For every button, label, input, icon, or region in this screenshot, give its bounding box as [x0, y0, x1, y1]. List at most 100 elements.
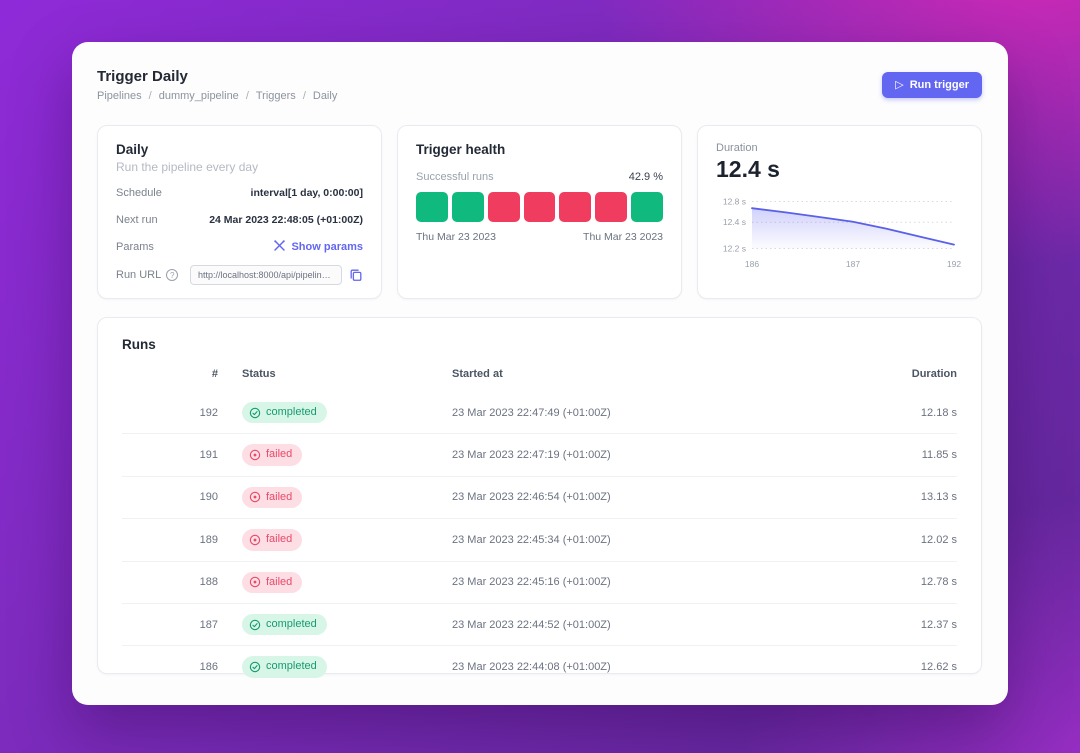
run-status-cell: failed	[222, 561, 452, 604]
duration-card: Duration 12.4 s 12.8 s 12.4 s 12.2 s 186 187…	[697, 125, 982, 299]
table-row-run-186[interactable]: 186 completed 23 Mar 2023 22:44:08 (+01:00…	[122, 646, 957, 688]
y-tick-label: 12.2 s	[723, 244, 746, 254]
main-panel: Trigger Daily Pipelines / dummy_pipeline / T…	[72, 42, 1008, 705]
chart-line	[751, 207, 955, 246]
status-badge-label: completed	[266, 406, 317, 418]
health-dates-row: Thu Mar 23 2023 Thu Mar 23 2023	[416, 231, 663, 243]
run-started-at: 23 Mar 2023 22:44:08 (+01:00Z)	[452, 661, 611, 674]
status-badge-failed: failed	[242, 571, 303, 593]
dot-circle-icon	[249, 534, 261, 546]
health-block-failed	[559, 192, 592, 222]
col-header-duration: Duration	[911, 368, 957, 380]
table-row-run-190[interactable]: 190 failed 23 Mar 2023 22:46:54 (+01:00Z) 1…	[122, 476, 957, 520]
run-trigger-button[interactable]: ▷ Run trigger	[882, 72, 982, 98]
copy-icon[interactable]	[349, 268, 363, 282]
next-run-value: 24 Mar 2023 22:48:05 (+01:00Z)	[209, 213, 363, 226]
run-number: 191	[122, 433, 222, 477]
status-badge-completed: completed	[242, 656, 327, 678]
successful-runs-label: Successful runs	[416, 171, 494, 183]
play-icon: ▷	[895, 78, 904, 91]
next-run-label: Next run	[116, 213, 158, 226]
duration-label: Duration	[716, 142, 758, 154]
run-number: 186	[199, 661, 218, 674]
table-row-run-189[interactable]: 189 failed 23 Mar 2023 22:45:34 (+01:00Z) 1…	[122, 518, 957, 562]
breadcrumb-item-Pipelines[interactable]: Pipelines	[97, 90, 142, 102]
run-status-cell: completed	[222, 646, 452, 688]
status-badge-completed: completed	[242, 402, 327, 424]
show-params-label: Show params	[291, 240, 363, 253]
health-start-date: Thu Mar 23 2023	[416, 231, 496, 243]
page-header: Trigger Daily Pipelines / dummy_pipeline / T…	[72, 42, 1008, 102]
run-started-at: 23 Mar 2023 22:44:52 (+01:00Z)	[452, 603, 847, 647]
table-row-run-188[interactable]: 188 failed 23 Mar 2023 22:45:16 (+01:00Z) 1…	[122, 561, 957, 604]
breadcrumb-separator: /	[302, 90, 306, 102]
table-row-run-187[interactable]: 187 completed 23 Mar 2023 22:44:52 (+01:00…	[122, 603, 957, 647]
run-started-at: 23 Mar 2023 22:45:16 (+01:00Z)	[452, 561, 847, 604]
y-tick-label: 12.4 s	[723, 217, 746, 227]
run-number: 192	[122, 392, 222, 435]
health-block-success	[416, 192, 448, 222]
check-circle-icon	[249, 661, 261, 673]
health-block-success	[631, 192, 664, 222]
runs-card: Runs # Status Started at Duration 192 com…	[97, 317, 982, 678]
run-trigger-label: Run trigger	[909, 79, 969, 91]
run-started-at: 23 Mar 2023 22:46:54 (+01:00Z)	[452, 476, 847, 520]
health-block-success	[451, 192, 484, 222]
show-params-link[interactable]: Show params	[273, 239, 363, 255]
breadcrumb-item-dummy_pipeline[interactable]: dummy_pipeline	[158, 90, 239, 102]
run-duration: 11.85 s	[847, 433, 957, 477]
schedule-row: Schedule interval[1 day, 0:00:00]	[116, 184, 363, 201]
run-status-cell: completed	[222, 392, 452, 435]
summary-cards-row: Daily Run the pipeline every day Schedul…	[97, 125, 982, 299]
duration-value: 12.4 s	[716, 156, 780, 182]
run-duration: 13.13 s	[847, 476, 957, 520]
x-tick-label: 187	[846, 259, 860, 269]
status-badge-label: failed	[266, 448, 293, 461]
col-header-num: #	[211, 368, 218, 380]
status-badge-label: completed	[266, 617, 317, 630]
runs-title: Runs	[122, 337, 156, 352]
health-blocks	[416, 192, 664, 222]
breadcrumb-item-Daily[interactable]: Daily	[312, 90, 338, 102]
run-number: 189	[122, 518, 222, 562]
x-tick-label: 192	[947, 259, 961, 269]
table-row-run-192[interactable]: 192 completed 23 Mar 2023 22:47:49 (+01:00…	[122, 392, 957, 435]
run-url-input[interactable]	[190, 265, 342, 285]
run-status-cell: failed	[222, 476, 452, 520]
success-rate-value: 42.9 %	[628, 171, 663, 183]
run-started-at: 23 Mar 2023 22:47:19 (+01:00Z)	[452, 433, 847, 477]
status-badge-failed: failed	[242, 444, 303, 466]
run-status-cell: completed	[222, 603, 452, 647]
schedule-label: Schedule	[116, 186, 162, 199]
schedule-card: Daily Run the pipeline every day Schedul…	[97, 125, 382, 299]
crossed-tools-icon	[273, 239, 286, 255]
run-status-cell: failed	[222, 433, 452, 477]
run-url-box	[190, 265, 363, 285]
check-circle-icon	[249, 407, 261, 419]
run-duration: 12.78 s	[847, 561, 957, 604]
run-started-at: 23 Mar 2023 22:45:34 (+01:00Z)	[452, 518, 847, 562]
health-block-failed	[595, 192, 628, 222]
health-end-date: Thu Mar 23 2023	[583, 231, 663, 243]
run-url-label: Run URL	[116, 269, 162, 281]
breadcrumb-item-Triggers[interactable]: Triggers	[255, 90, 296, 102]
table-header-row: # Status Started at Duration	[122, 358, 957, 392]
run-number: 188	[122, 561, 222, 604]
status-badge-failed: failed	[242, 529, 303, 551]
status-badge-label: failed	[266, 575, 293, 588]
status-badge-label: completed	[266, 660, 317, 673]
run-status-cell: failed	[222, 518, 452, 562]
health-block-failed	[487, 192, 520, 222]
schedule-value: interval[1 day, 0:00:00]	[250, 186, 363, 199]
help-circle-icon[interactable]: ?	[166, 269, 179, 281]
runs-tbody: 192 completed 23 Mar 2023 22:47:49 (+01:00…	[122, 392, 957, 688]
breadcrumb-separator: /	[245, 90, 249, 102]
health-block-failed	[523, 192, 556, 222]
page-title: Trigger Daily	[97, 68, 188, 85]
table-row-run-191[interactable]: 191 failed 23 Mar 2023 22:47:19 (+01:00Z) 1…	[122, 433, 957, 477]
trigger-health-title: Trigger health	[416, 142, 506, 157]
chart-area-fill	[752, 208, 954, 249]
status-badge-completed: completed	[242, 613, 327, 636]
params-label: Params	[116, 240, 154, 253]
